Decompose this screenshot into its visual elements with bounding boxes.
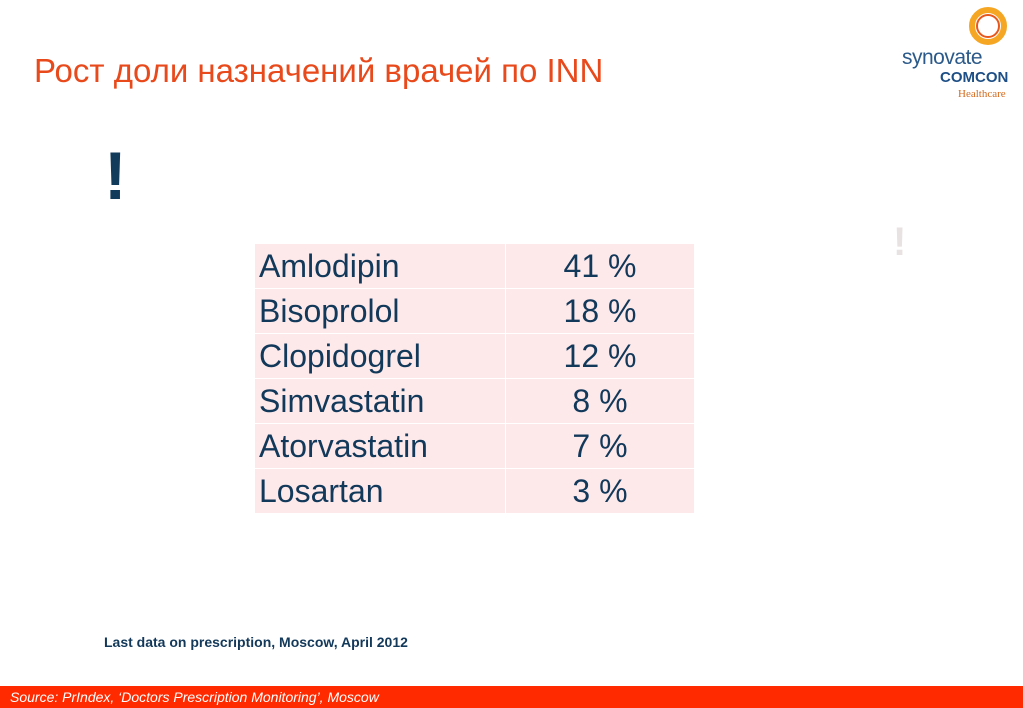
drug-share: 41 % (505, 243, 695, 289)
source-text: Source: PrIndex, ‘Doctors Prescription M… (10, 689, 379, 705)
faint-exclamation-mark: ! (893, 220, 907, 264)
drug-name: Atorvastatin (254, 423, 506, 469)
drug-name: Amlodipin (254, 243, 506, 289)
drug-share: 8 % (505, 378, 695, 424)
table-row: Amlodipin 41 % (254, 243, 695, 289)
table-row: Clopidogrel 12 % (254, 333, 695, 379)
slide-title: Рост доли назначений врачей по INN (34, 52, 604, 89)
logo-ring-icon (969, 7, 1007, 45)
drug-share: 3 % (505, 468, 695, 514)
drug-share: 12 % (505, 333, 695, 379)
inn-share-table: Amlodipin 41 % Bisoprolol 18 % Clopidogr… (254, 243, 695, 514)
logo-text-comcon: COMCON (940, 69, 1009, 86)
drug-name: Simvastatin (254, 378, 506, 424)
exclamation-mark: ! (104, 138, 127, 214)
logo-text-healthcare: Healthcare (958, 88, 1006, 100)
drug-name: Clopidogrel (254, 333, 506, 379)
logo-text-synovate: synovate (902, 46, 983, 69)
table-row: Bisoprolol 18 % (254, 288, 695, 334)
data-note: Last data on prescription, Moscow, April… (104, 634, 408, 650)
table-row: Simvastatin 8 % (254, 378, 695, 424)
synovate-comcon-logo: synovate COMCON Healthcare (900, 6, 1015, 100)
table-row: Atorvastatin 7 % (254, 423, 695, 469)
drug-name: Losartan (254, 468, 506, 514)
drug-name: Bisoprolol (254, 288, 506, 334)
table-row: Losartan 3 % (254, 468, 695, 514)
drug-share: 7 % (505, 423, 695, 469)
drug-share: 18 % (505, 288, 695, 334)
source-footer: Source: PrIndex, ‘Doctors Prescription M… (0, 686, 1023, 708)
